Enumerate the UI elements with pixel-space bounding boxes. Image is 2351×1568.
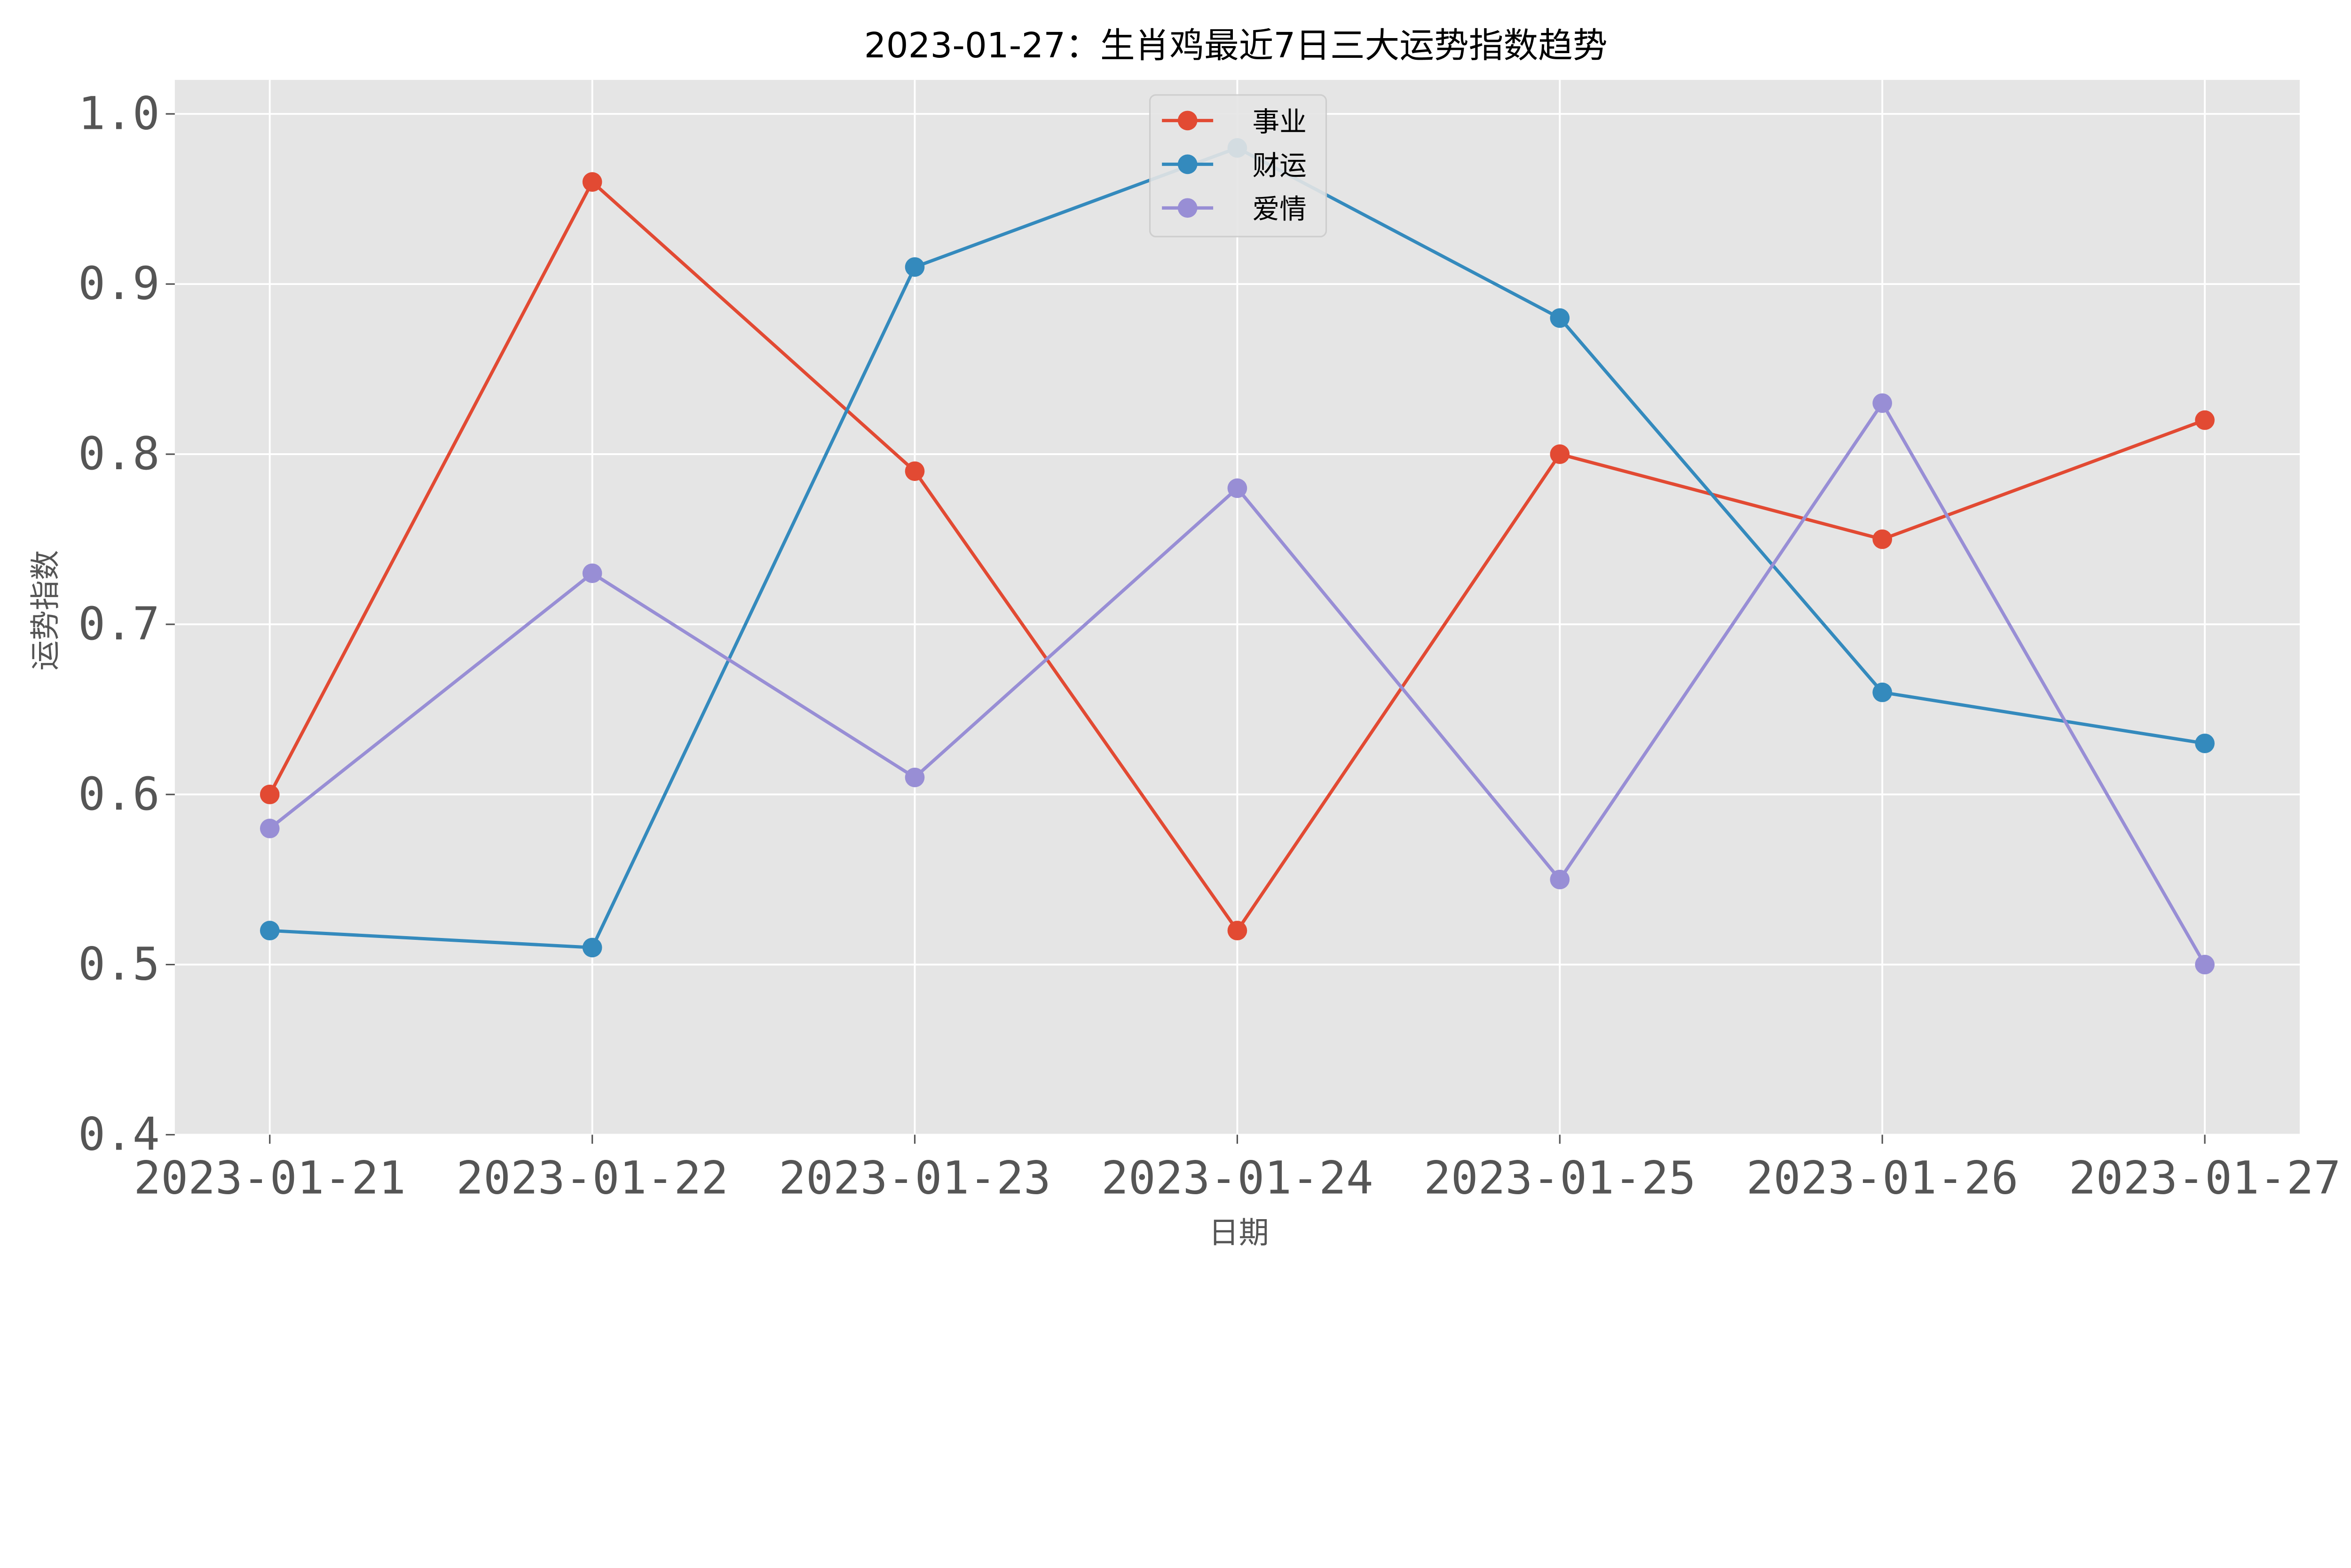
data-point <box>905 767 925 788</box>
data-point <box>2195 733 2215 753</box>
data-point <box>1550 444 1570 464</box>
series-lines <box>260 138 2215 975</box>
data-point <box>582 938 602 958</box>
line-chart: 0.4 0.5 0.6 0.7 0.8 0.9 1.0 2023-01-21 2023-01-2… <box>29 26 2341 1251</box>
y-tick-label: 0.4 <box>78 1108 160 1161</box>
data-point <box>905 461 925 481</box>
data-point <box>1227 478 1247 498</box>
y-axis-label: 运势指数 <box>29 550 63 670</box>
legend-marker <box>1177 198 1198 218</box>
y-tick-label: 0.5 <box>78 938 160 991</box>
x-tick-label: 2023-01-24 <box>1101 1151 1373 1204</box>
y-tick-label: 0.7 <box>78 598 160 650</box>
series-1 <box>260 172 2215 941</box>
data-point <box>2195 954 2215 975</box>
data-point <box>582 563 602 583</box>
data-point <box>260 921 280 941</box>
data-point <box>2195 410 2215 430</box>
ticks: 0.4 0.5 0.6 0.7 0.8 0.9 1.0 2023-01-21 2023-01-2… <box>78 87 2341 1204</box>
x-tick-label: 2023-01-21 <box>134 1151 406 1204</box>
x-tick-label: 2023-01-26 <box>1746 1151 2019 1204</box>
x-tick-label: 2023-01-25 <box>1424 1151 1696 1204</box>
x-tick-label: 2023-01-27 <box>2069 1151 2341 1204</box>
data-point <box>1227 921 1247 941</box>
legend-marker <box>1177 110 1198 131</box>
legend-label: 爱情 <box>1252 193 1306 225</box>
legend-marker <box>1177 154 1198 174</box>
x-axis-label: 日期 <box>1209 1216 1269 1251</box>
legend-label: 事业 <box>1252 106 1306 138</box>
data-point <box>260 784 280 804</box>
y-tick-label: 1.0 <box>78 87 160 140</box>
y-tick-label: 0.9 <box>78 257 160 310</box>
data-point <box>1550 869 1570 890</box>
data-point <box>905 257 925 277</box>
x-tick-label: 2023-01-22 <box>456 1151 728 1204</box>
data-point <box>260 819 280 838</box>
data-point <box>1872 529 1893 549</box>
x-tick-label: 2023-01-23 <box>779 1151 1051 1204</box>
grid <box>174 79 2300 1136</box>
data-point <box>582 172 602 192</box>
data-point <box>1550 308 1570 328</box>
series-3 <box>260 393 2215 975</box>
data-point <box>1872 682 1893 702</box>
data-point <box>1872 393 1893 413</box>
chart-title: 2023-01-27：生肖鸡最近7日三大运势指数趋势 <box>864 26 1608 66</box>
y-tick-label: 0.8 <box>78 427 160 480</box>
legend-label: 财运 <box>1252 150 1306 181</box>
y-tick-label: 0.6 <box>78 768 160 820</box>
